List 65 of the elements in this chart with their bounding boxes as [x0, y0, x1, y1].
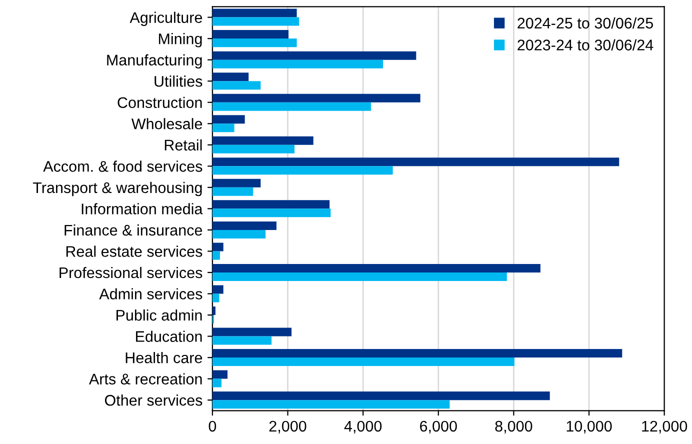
bar [212, 72, 249, 82]
bar [212, 294, 220, 302]
bar [212, 187, 254, 196]
y-tick-label: Other services [104, 394, 202, 406]
bar [212, 272, 507, 281]
bar [212, 328, 292, 336]
bar [212, 264, 540, 272]
x-tick-label: 8,000 [495, 420, 532, 434]
bar [212, 221, 276, 230]
bar [212, 38, 297, 48]
bar [212, 349, 622, 358]
bar [212, 60, 384, 68]
bar [212, 285, 224, 294]
bar [212, 30, 289, 39]
y-tick-label: Arts & recreation [88, 373, 202, 384]
bar [212, 242, 224, 252]
bar [212, 158, 620, 166]
y-tick-label: Retail [164, 139, 202, 151]
y-tick-label: Wholesale [131, 118, 202, 130]
y-tick-label: Mining [158, 33, 202, 48]
bar [212, 392, 550, 400]
x-tick-label: 0 [208, 420, 216, 432]
y-tick-label: Information media [82, 203, 203, 214]
bar [212, 136, 314, 145]
bar [212, 208, 331, 218]
y-tick-label: Health care [126, 352, 202, 364]
bar [212, 144, 295, 154]
legend-label: 2024-25 to 30/06/25 [518, 17, 653, 29]
x-tick-label: 10,000 [566, 420, 612, 434]
bar [212, 370, 228, 379]
x-tick-label: 12,000 [642, 420, 688, 434]
x-tick-label: 2,000 [269, 420, 306, 434]
bar [212, 230, 266, 238]
y-tick-label: Finance & insurance [64, 224, 202, 236]
y-tick-label: Construction [118, 96, 202, 108]
x-tick-label: 4,000 [344, 420, 382, 434]
bar [212, 200, 330, 209]
y-tick-label: Education [136, 330, 202, 342]
y-tick-label: Public admin [116, 309, 202, 321]
bar [212, 94, 420, 102]
y-tick-label: Professional services [60, 266, 202, 278]
y-tick-label: Manufacturing [107, 54, 202, 69]
y-tick-label: Real estate services [66, 246, 202, 257]
y-tick-label: Agriculture [130, 12, 202, 26]
bar [212, 124, 234, 132]
y-tick-label: Admin services [99, 288, 202, 300]
y-tick-label: Transport & warehousing [32, 182, 202, 196]
bar [212, 178, 261, 188]
bar [212, 51, 416, 60]
bar [212, 306, 216, 316]
x-tick-label: 6,000 [420, 420, 457, 434]
legend-label: 2023-24 to 30/06/24 [518, 39, 654, 50]
bar [212, 166, 393, 175]
bar [212, 102, 371, 111]
bar [212, 115, 245, 124]
y-tick-label: Accom. & food services [43, 160, 202, 172]
bar [212, 17, 300, 26]
bar [212, 81, 261, 90]
bar [212, 358, 514, 366]
bar [212, 8, 297, 18]
bar [212, 251, 220, 260]
bar [212, 400, 450, 409]
bar [212, 378, 222, 388]
bar [212, 336, 272, 345]
y-tick-label: Utilities [154, 76, 202, 87]
